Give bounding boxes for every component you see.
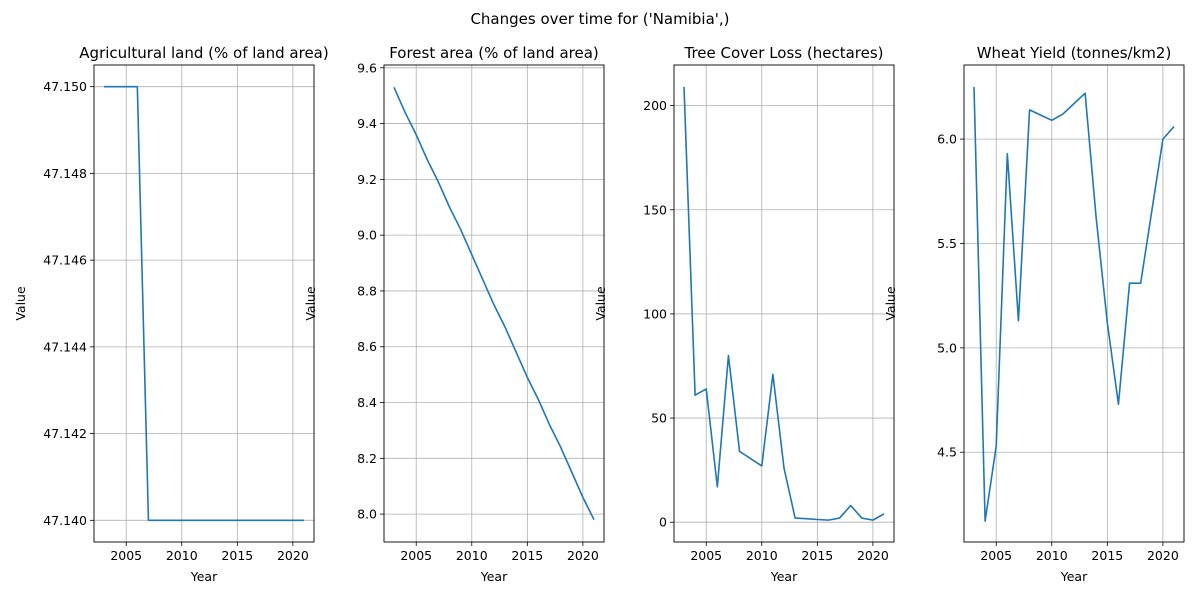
axes-frame <box>383 64 605 543</box>
y-tick-label: 0 <box>659 515 667 530</box>
y-tick-label: 47.140 <box>43 513 87 528</box>
y-tick-label: 47.148 <box>43 166 87 181</box>
x-tick-label: 2015 <box>1091 548 1123 563</box>
y-tick-label: 100 <box>643 306 667 321</box>
subplot-title: Agricultural land (% of land area) <box>79 44 328 62</box>
x-tick-label: 2020 <box>857 548 889 563</box>
subplot-1: 2005 2010 2015 2020 47.140 47.142 47.144 47.146… <box>13 44 329 584</box>
y-tick-label: 8.6 <box>357 339 377 354</box>
y-tick-label: 8.2 <box>357 451 377 466</box>
subplot-title: Forest area (% of land area) <box>389 44 599 62</box>
x-axis-label: Year <box>1060 569 1088 584</box>
y-tick-label: 5.5 <box>937 236 957 251</box>
axes-frame <box>673 64 895 543</box>
x-tick-label: 2010 <box>166 548 198 563</box>
y-tick-label: 9.6 <box>357 60 377 75</box>
y-axis-label: Value <box>593 286 608 321</box>
y-axis-label: Value <box>13 286 28 321</box>
x-tick-label: 2010 <box>456 548 488 563</box>
y-tick-label: 47.150 <box>43 79 87 94</box>
x-tick-label: 2015 <box>801 548 833 563</box>
y-axis-label: Value <box>883 286 898 321</box>
y-tick-label: 47.144 <box>43 339 87 354</box>
series-line <box>973 86 1175 522</box>
subplot-title: Tree Cover Loss (hectares) <box>683 44 883 62</box>
y-tick-label: 8.4 <box>357 395 377 410</box>
y-tick-label: 9.4 <box>357 116 377 131</box>
y-tick-label: 9.2 <box>357 172 377 187</box>
x-axis-label: Year <box>480 569 508 584</box>
series-line <box>683 86 885 521</box>
y-tick-label: 47.146 <box>43 253 87 268</box>
figure-suptitle: Changes over time for ('Namibia',) <box>470 10 729 28</box>
series-line <box>104 85 304 522</box>
x-tick-label: 2005 <box>400 548 432 563</box>
x-tick-label: 2005 <box>980 548 1012 563</box>
subplots: 2005 2010 2015 2020 47.140 47.142 47.144 47.146… <box>13 44 1185 584</box>
y-tick-label: 150 <box>643 202 667 217</box>
x-tick-label: 2020 <box>1147 548 1179 563</box>
x-axis-label: Year <box>190 569 218 584</box>
y-tick-label: 8.8 <box>357 283 377 298</box>
x-tick-label: 2020 <box>277 548 309 563</box>
y-tick-label: 5.0 <box>937 340 957 355</box>
subplot-title: Wheat Yield (tonnes/km2) <box>977 44 1172 62</box>
subplot-3: 2005 2010 2015 2020 0 50 100 150 200 Tree Cover L… <box>593 44 895 584</box>
y-tick-label: 9.0 <box>357 228 377 243</box>
y-tick-label: 50 <box>651 411 667 426</box>
x-tick-label: 2010 <box>746 548 778 563</box>
series-line <box>393 86 595 521</box>
y-axis-label: Value <box>303 286 318 321</box>
x-tick-label: 2015 <box>511 548 543 563</box>
y-tick-label: 6.0 <box>937 132 957 147</box>
x-axis-label: Year <box>770 569 798 584</box>
y-tick-label: 200 <box>643 98 667 113</box>
axes-frame <box>93 64 315 543</box>
axes-frame <box>963 64 1185 543</box>
x-tick-label: 2020 <box>567 548 599 563</box>
x-tick-label: 2005 <box>110 548 142 563</box>
x-tick-label: 2005 <box>690 548 722 563</box>
y-tick-label: 4.5 <box>937 445 957 460</box>
y-tick-label: 8.0 <box>357 507 377 522</box>
x-tick-label: 2010 <box>1036 548 1068 563</box>
subplot-4: 2005 2010 2015 2020 4.5 5.0 5.5 6.0 Wheat Yield … <box>883 44 1185 584</box>
y-tick-label: 47.142 <box>43 426 87 441</box>
x-tick-label: 2015 <box>221 548 253 563</box>
subplot-2: 2005 2010 2015 2020 8.0 8.2 8.4 8.6 8.8 9.0 9.2 9.4… <box>303 44 605 584</box>
